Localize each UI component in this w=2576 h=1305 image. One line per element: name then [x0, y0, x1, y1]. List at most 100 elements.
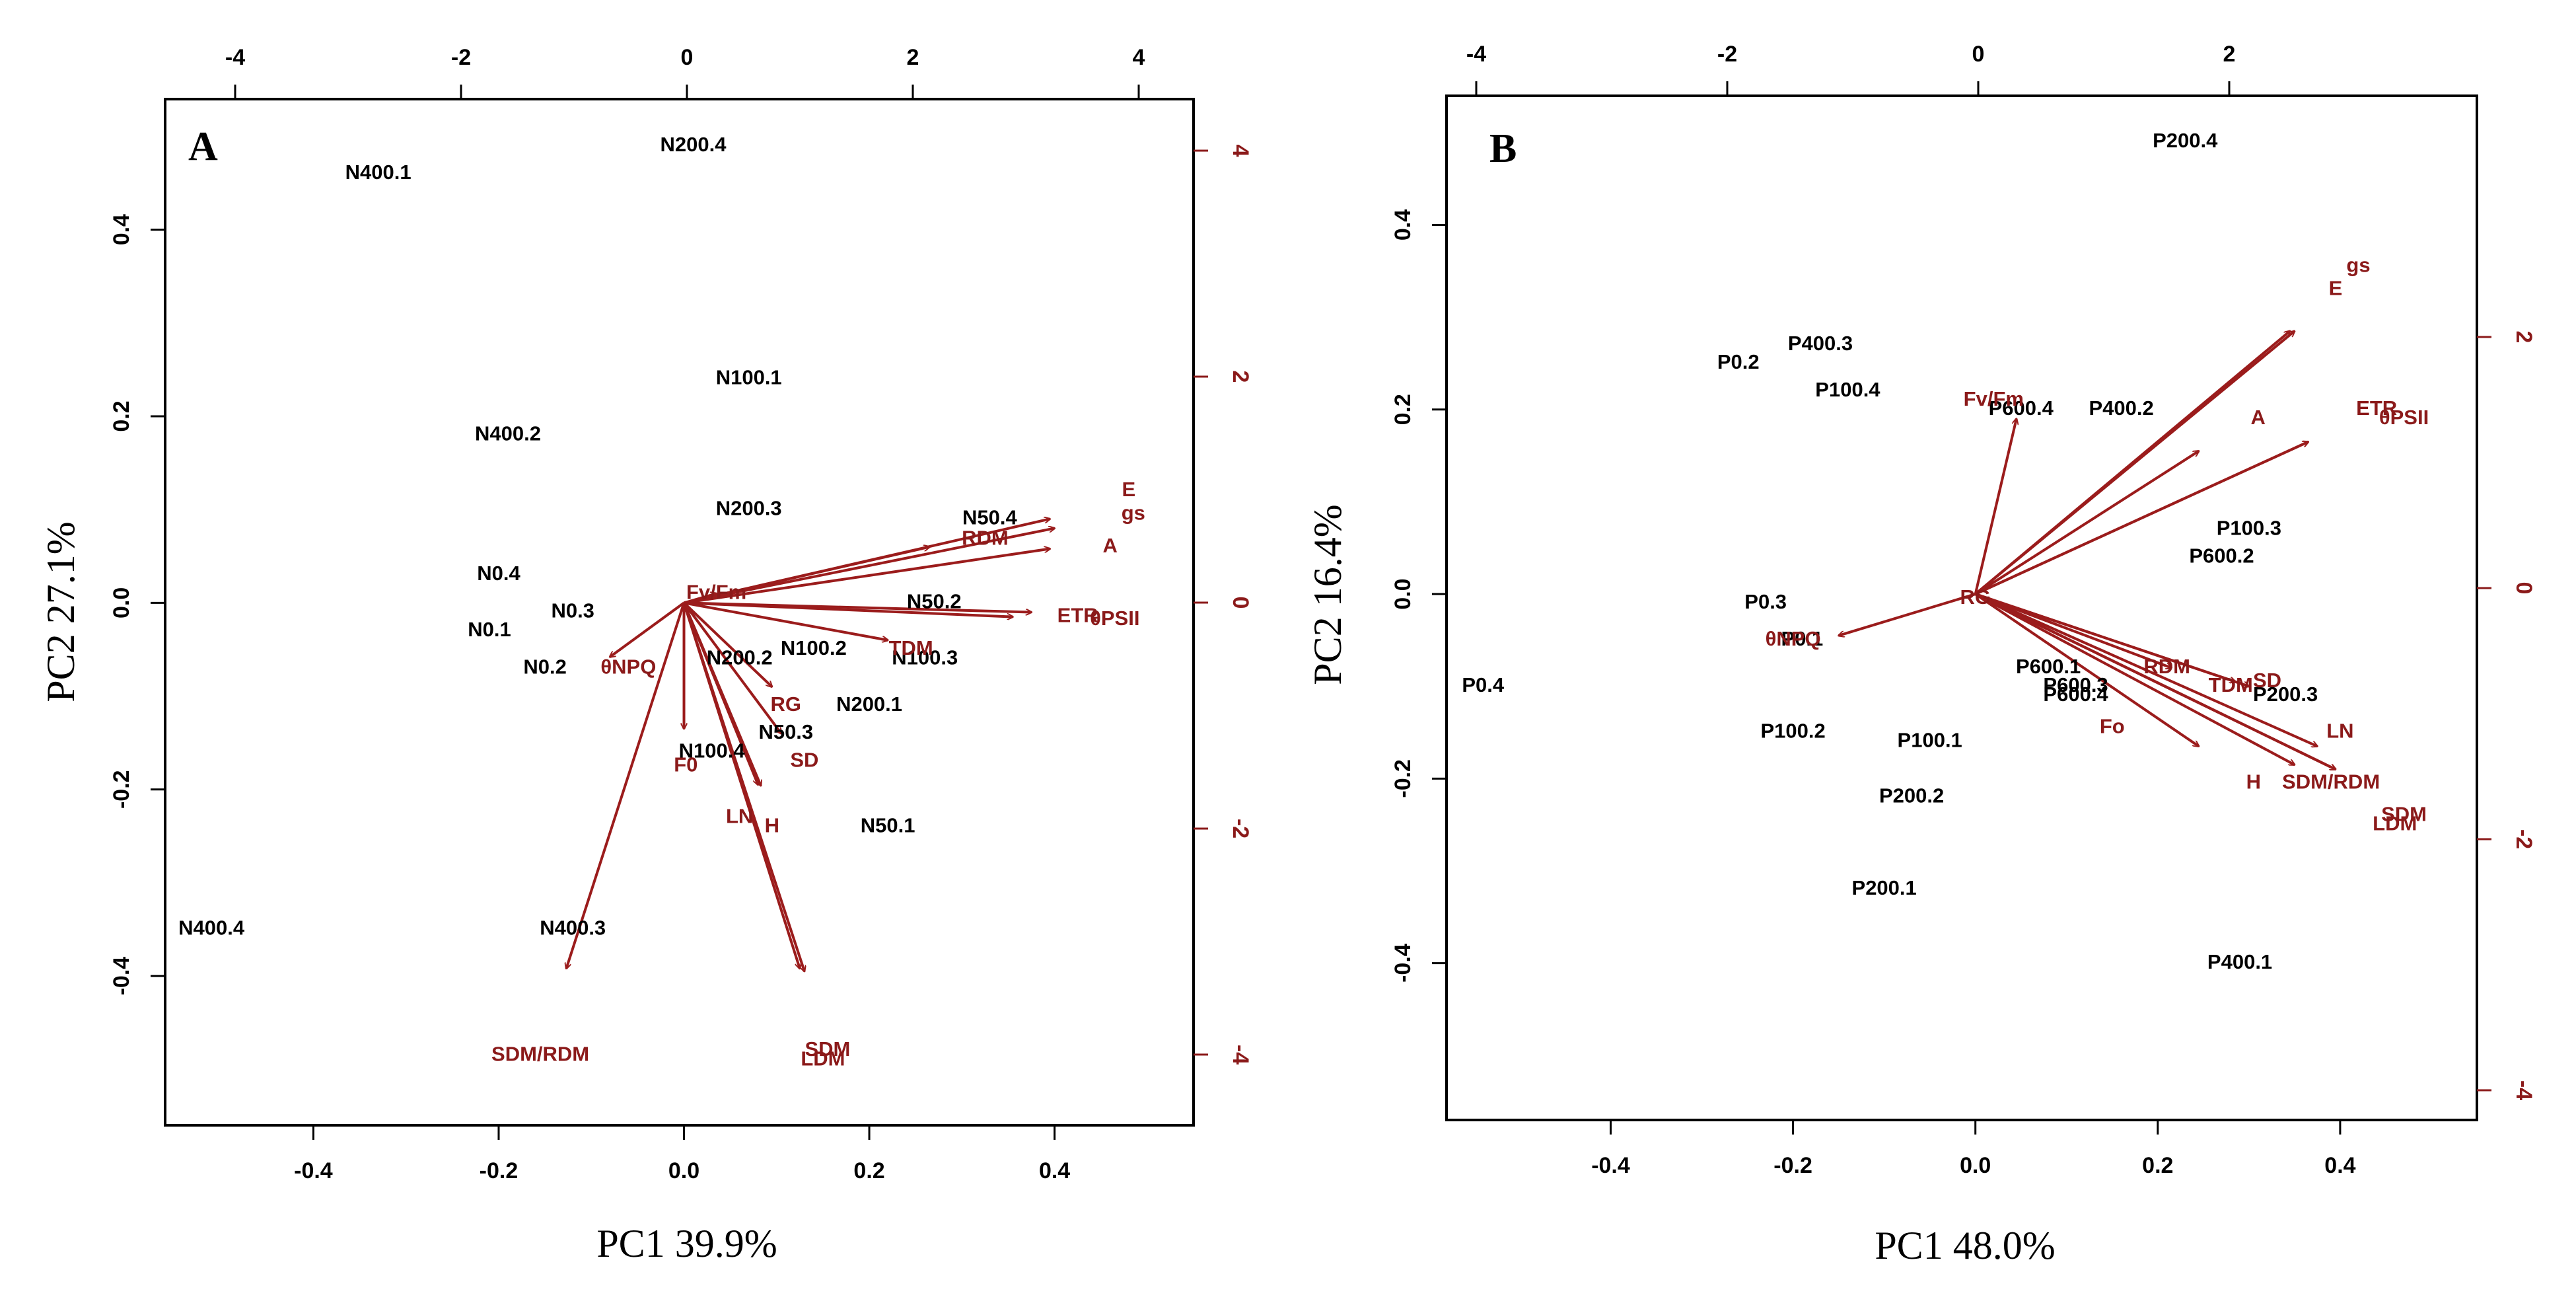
loading-arrow-a	[1974, 451, 2199, 595]
obs-label-p200-3: P200.3	[2253, 683, 2318, 706]
var-label-rdm: RDM	[2143, 655, 2190, 678]
loading-arrow-h	[682, 602, 761, 786]
loading-arrow-h	[1974, 593, 2295, 766]
var-label-npq: θNPQ	[1766, 627, 1821, 650]
panel-b: B -0.4 -0.2 0.0 0.2 0.4 -0.4 -0.2 0.0 0.2 0.4 -4 -2…	[1306, 42, 2536, 1267]
loading-arrow-rg	[683, 601, 772, 687]
obs-label-p600-1: P600.1	[2016, 655, 2081, 678]
panel-a-right-tick-label: 0	[1228, 597, 1253, 609]
obs-label-n100-3: N100.3	[892, 646, 958, 669]
var-label-psii: θPSII	[1090, 607, 1139, 630]
panel-a-y-axis-title: PC2 27.1%	[39, 521, 83, 702]
loading-arrow-psii	[684, 601, 1032, 612]
panel-a-right-tick-label: -4	[1228, 1045, 1253, 1064]
panel-b-top-tick-label: 0	[1972, 42, 1985, 67]
obs-label-p100-4: P100.4	[1815, 378, 1880, 401]
var-label-rg: RG	[771, 692, 802, 716]
loading-arrow-ldm	[1974, 593, 2336, 771]
loading-arrow-ln	[1974, 593, 2318, 746]
panel-a-letter: A	[188, 124, 218, 169]
var-label-tdm: TDM	[889, 636, 933, 659]
obs-label-n400-4: N400.4	[178, 916, 245, 940]
obs-label-p200-4: P200.4	[2153, 129, 2218, 152]
panel-b-loadings	[1839, 331, 2336, 771]
obs-label-n100-4: N100.4	[679, 739, 746, 762]
panel-b-axes: -0.4 -0.2 0.0 0.2 0.4 -0.4 -0.2 0.0 0.2 0.4 -4 -2 0 2…	[1390, 42, 2536, 1178]
loading-arrow-tdm	[684, 601, 888, 640]
panel-a: A -0.4 -0.2 0.0 0.2 0.4 -0.4 -0.2 0.0 0.2 0.4 -4 -2…	[39, 45, 1253, 1265]
obs-label-n200-4: N200.4	[661, 133, 727, 156]
panel-b-top-tick-label: 2	[2223, 42, 2236, 67]
panel-a-x-axis-title: PC1 39.9%	[596, 1222, 777, 1265]
var-label-ln: LN	[726, 804, 753, 827]
obs-label-p0-4: P0.4	[1462, 673, 1505, 696]
loading-arrow-sdm-rdm	[566, 602, 686, 968]
panel-b-right-tick-label: -2	[2511, 829, 2536, 849]
loading-arrow-psii	[1974, 442, 2308, 595]
panel-a-top-tick-label: -2	[451, 45, 471, 70]
obs-label-p100-3: P100.3	[2217, 516, 2281, 539]
var-label-sdm: SDM	[2381, 802, 2427, 825]
loading-arrow-ldm	[682, 602, 800, 968]
var-label-sdm-rdm: SDM/RDM	[2282, 770, 2380, 794]
obs-label-p200-1: P200.1	[1852, 876, 1917, 899]
obs-label-p0-3: P0.3	[1744, 590, 1787, 613]
var-label-gs: gs	[2346, 254, 2370, 277]
panel-a-y-tick-label: 0.2	[109, 400, 134, 431]
obs-label-p400-1: P400.1	[2207, 950, 2272, 973]
obs-label-p0-2: P0.2	[1717, 350, 1760, 373]
panel-b-x-tick-label: 0.2	[2142, 1153, 2173, 1178]
panel-b-right-tick-label: 2	[2511, 331, 2536, 344]
obs-label-p600-4: P600.4	[2043, 683, 2108, 706]
obs-label-n400-3: N400.3	[540, 916, 606, 940]
panel-a-x-tick-label: -0.4	[294, 1158, 333, 1183]
var-label-psii: θPSII	[2379, 406, 2429, 429]
var-label-etr: ETR	[2356, 396, 2397, 420]
obs-label-p100-2: P100.2	[1760, 720, 1825, 743]
var-label-ldm: LDM	[2373, 811, 2417, 835]
obs-label-n100-1: N100.1	[716, 366, 782, 389]
var-label-sdm-rdm: SDM/RDM	[491, 1042, 589, 1065]
obs-label-n200-1: N200.1	[836, 692, 902, 716]
obs-label-p0-1: P0.1	[1781, 627, 1824, 650]
var-label-rdm: RDM	[962, 527, 1009, 550]
panel-b-y-tick-label: -0.4	[1390, 944, 1415, 983]
var-label-fo: Fo	[2100, 715, 2125, 738]
var-label-e: E	[2329, 276, 2343, 299]
var-label-ln: LN	[2326, 720, 2353, 743]
panel-a-top-tick-label: 4	[1133, 45, 1145, 70]
panel-a-top-tick-label: 2	[907, 45, 919, 70]
panel-a-y-tick-label: -0.2	[109, 770, 134, 809]
loading-arrow-fv-fm	[1974, 419, 2017, 595]
var-label-a: A	[1103, 534, 1118, 557]
var-label-sd: SD	[2253, 669, 2281, 692]
panel-b-letter: B	[1489, 126, 1517, 171]
obs-label-n50-4: N50.4	[962, 506, 1017, 529]
obs-label-p200-2: P200.2	[1879, 784, 1944, 807]
obs-label-p600-3: P600.3	[2043, 673, 2108, 696]
panel-a-right-tick-label: 2	[1228, 371, 1253, 383]
var-label-sd: SD	[790, 749, 818, 772]
obs-label-n400-2: N400.2	[475, 422, 541, 445]
loading-arrow-npq	[1839, 593, 1976, 636]
var-label-npq: θNPQ	[600, 655, 656, 678]
loading-arrow-gs	[1974, 331, 2295, 595]
panel-b-y-axis-title: PC2 16.4%	[1306, 504, 1349, 685]
obs-label-n50-2: N50.2	[907, 590, 962, 613]
panel-a-top-tick-label: -4	[225, 45, 245, 70]
obs-label-n0-1: N0.1	[468, 618, 511, 641]
loading-arrow-npq	[610, 601, 685, 657]
var-label-fv-fm: Fv/Fm	[1964, 387, 2024, 410]
panel-a-y-tick-label: 0.0	[109, 587, 134, 618]
var-label-rg: RG	[1960, 585, 1991, 609]
panel-a-observations: N400.1 N200.4 N100.1 N400.2 N200.3 N50.4 N0.4 N…	[178, 133, 1017, 940]
loading-arrow-e	[684, 519, 1050, 605]
obs-label-p400-2: P400.2	[2089, 396, 2153, 420]
obs-label-p400-3: P400.3	[1788, 332, 1853, 355]
panel-b-y-tick-label: -0.2	[1390, 759, 1415, 798]
var-label-e: E	[1122, 478, 1135, 501]
var-label-sdm: SDM	[805, 1037, 850, 1061]
panel-a-y-tick-label: 0.4	[109, 214, 134, 245]
